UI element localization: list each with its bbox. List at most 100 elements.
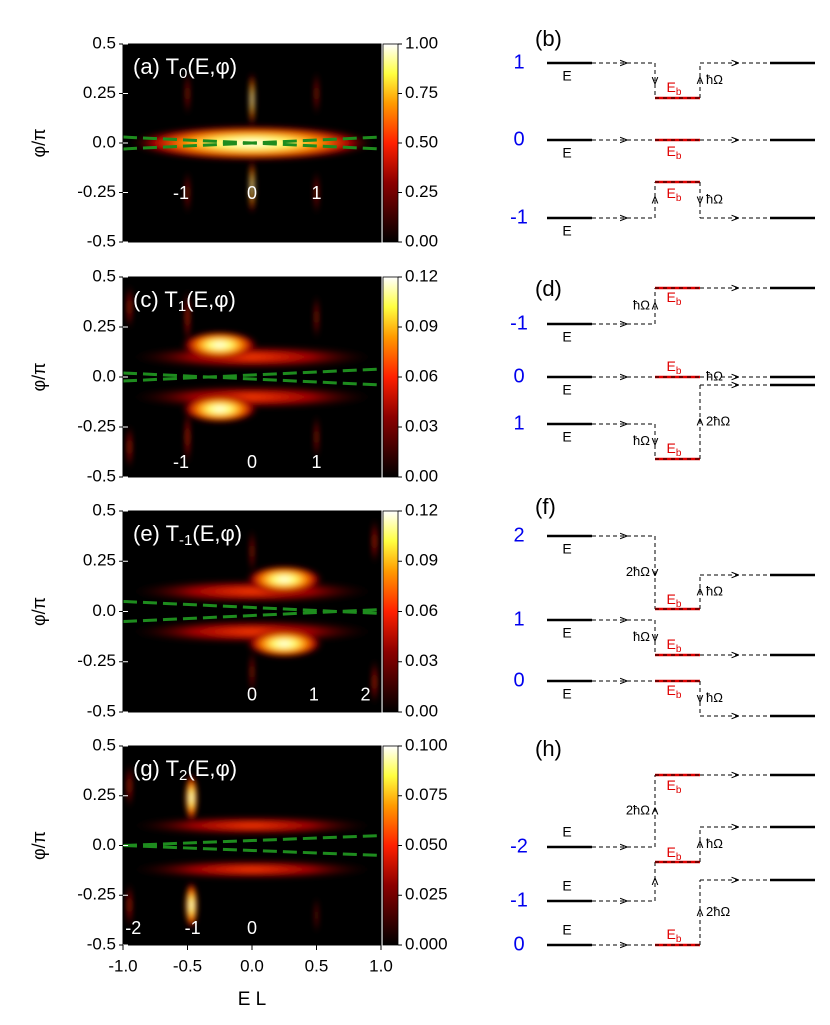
panel-label: (d) [535, 276, 562, 301]
colorbar-tick-label: 0.025 [405, 885, 448, 904]
x-tick-label: -1.0 [108, 956, 137, 975]
bound-label: Eb [667, 289, 682, 308]
heatmap-glow [245, 565, 323, 594]
heatmap-glow [249, 71, 255, 128]
bound-label: Eb [667, 777, 682, 796]
hop-label: ħΩ [633, 433, 650, 448]
title-text: (a) T [133, 54, 179, 79]
state-index: -1 [510, 889, 528, 911]
heatmap [129, 517, 378, 706]
colorbar-tick-label: 0.12 [405, 266, 438, 285]
colorbar-tick-label: 0.09 [405, 316, 438, 335]
y-tick-label: 0.5 [92, 33, 116, 52]
dashed-line [123, 599, 381, 616]
panel-label: (b) [535, 26, 562, 51]
title-text: (E,φ) [192, 521, 242, 546]
title-subscript: 1 [178, 298, 186, 315]
annotation: 1 [309, 685, 319, 705]
y-tick-label: 0.0 [92, 835, 116, 854]
title-subscript: -1 [179, 532, 192, 549]
bound-text: E [667, 79, 676, 95]
bound-text: E [667, 143, 676, 159]
annotation: -1 [185, 918, 201, 938]
heatmap-background [123, 746, 381, 945]
heatmap-glow [181, 331, 259, 359]
colorbar-tick-label: 0.075 [405, 785, 448, 804]
bound-text: E [667, 591, 676, 607]
y-tick-label: 0.25 [83, 316, 116, 335]
colorbar [382, 510, 399, 713]
colorbar [382, 43, 399, 243]
level-label: E [562, 329, 571, 345]
title-text: (g) T [133, 756, 179, 781]
dashed-line [123, 834, 381, 847]
hop-label: ħΩ [706, 836, 723, 851]
title-text: (E,φ) [187, 54, 237, 79]
bound-label: Eb [667, 926, 682, 945]
title-subscript: 2 [179, 767, 187, 784]
bound-text: E [667, 682, 676, 698]
state-index: -1 [510, 312, 528, 334]
colorbar [382, 276, 399, 478]
bound-subscript: b [676, 151, 682, 162]
level-label: E [562, 686, 571, 702]
heatmap-glow [184, 881, 198, 930]
y-axis-label: φ/π [29, 831, 49, 860]
state-index: 0 [513, 365, 524, 387]
heatmap-glow [184, 773, 198, 822]
heatmap [126, 283, 375, 471]
heatmap-glow [314, 413, 319, 461]
level-label: E [562, 878, 571, 894]
title-subscript: 0 [179, 65, 187, 82]
heatmap-glow [315, 895, 318, 936]
heatmap-glow [314, 168, 319, 217]
level-label: E [562, 145, 571, 161]
level-label: E [562, 223, 571, 239]
annotation: -1 [173, 452, 189, 472]
state-index: -1 [510, 206, 528, 228]
state-index: 2 [513, 524, 524, 546]
x-axis-label: E L [238, 989, 267, 1010]
annotation: 0 [247, 685, 257, 705]
bound-label: Eb [667, 143, 682, 162]
heatmap-glow [126, 283, 133, 331]
hop-label: ħΩ [633, 629, 650, 644]
bound-subscript: b [676, 934, 682, 945]
panel-title: (g) T2(E,φ) [133, 756, 237, 784]
colorbar [382, 745, 399, 946]
bound-text: E [667, 289, 676, 305]
y-tick-label: 0.25 [83, 83, 116, 102]
heatmap-glow [126, 423, 133, 471]
level-label: E [562, 625, 571, 641]
heatmap-glow [181, 395, 259, 423]
colorbar-tick-label: 0.00 [405, 701, 438, 720]
colorbar-tick-label: 0.25 [405, 182, 438, 201]
bound-subscript: b [676, 87, 682, 98]
y-tick-label: -0.25 [77, 182, 116, 201]
y-axis-label: φ/π [29, 597, 49, 626]
bound-subscript: b [676, 366, 682, 377]
colorbar-tick-label: 1.00 [405, 33, 438, 52]
bound-label: Eb [667, 358, 682, 377]
bound-subscript: b [676, 193, 682, 204]
heatmap-glow [314, 293, 319, 341]
y-tick-label: 0.0 [92, 132, 116, 151]
y-tick-label: -0.25 [77, 651, 116, 670]
panel-title: (a) T0(E,φ) [133, 54, 237, 82]
colorbar-tick-label: 0.06 [405, 366, 438, 385]
level-label: E [562, 68, 571, 84]
bound-label: Eb [667, 591, 682, 610]
state-index: 0 [513, 669, 524, 691]
colorbar-tick-label: 0.03 [405, 416, 438, 435]
level-label: E [562, 922, 571, 938]
bound-text: E [667, 185, 676, 201]
x-tick-label: 0.5 [305, 956, 329, 975]
hop-label: ħΩ [706, 583, 723, 598]
panel-label: (h) [535, 736, 562, 761]
bound-subscript: b [676, 785, 682, 796]
annotation: 1 [311, 452, 321, 472]
annotation: 0 [247, 183, 257, 203]
y-tick-label: 0.25 [83, 785, 116, 804]
state-index: 0 [513, 933, 524, 955]
